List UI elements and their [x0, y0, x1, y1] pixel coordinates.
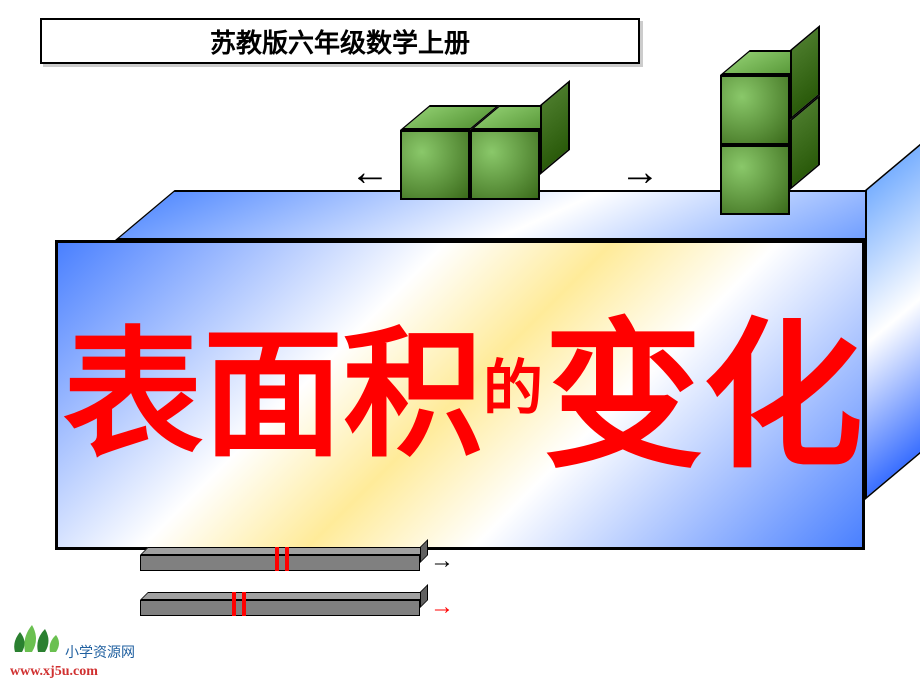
- red-mark: [242, 592, 246, 616]
- title-char-5: 变: [543, 267, 703, 499]
- title-char-2: 面: [203, 282, 343, 484]
- bar-front: [140, 555, 420, 571]
- red-mark: [232, 592, 236, 616]
- title-char-4: 的: [483, 340, 543, 427]
- footer-logo-icon: [10, 617, 70, 657]
- main-block: 表 面 积 的 变 化: [55, 240, 865, 550]
- header-title: 苏教版六年级数学上册: [210, 23, 470, 60]
- bar-top: [140, 592, 428, 600]
- bar-arrow-black-icon: →: [430, 548, 454, 575]
- main-block-side: [865, 140, 920, 500]
- footer-url: www.xj5u.com: [10, 664, 135, 680]
- bar-front: [140, 600, 420, 616]
- cube-front: [400, 130, 470, 200]
- footer-label: 小学资源网: [65, 642, 135, 662]
- cube-front: [720, 145, 790, 215]
- cube-front: [470, 130, 540, 200]
- arrow-right-icon: →: [620, 148, 660, 195]
- bar-top: [140, 547, 428, 555]
- title-char-3: 积: [343, 282, 483, 484]
- title-char-6: 化: [703, 267, 863, 499]
- arrow-left-icon: ←: [350, 148, 390, 195]
- header-box: 苏教版六年级数学上册: [40, 18, 640, 64]
- footer: 小学资源网 www.xj5u.com: [10, 617, 135, 680]
- red-mark: [285, 547, 289, 571]
- cube-side: [540, 80, 570, 175]
- main-title: 表 面 积 的 变 化: [108, 283, 818, 483]
- title-char-1: 表: [63, 282, 203, 484]
- cube-front: [720, 75, 790, 145]
- red-mark: [275, 547, 279, 571]
- bar-arrow-red-icon: →: [430, 594, 454, 621]
- bar-side: [420, 584, 428, 608]
- main-block-front: 表 面 积 的 变 化: [55, 240, 865, 550]
